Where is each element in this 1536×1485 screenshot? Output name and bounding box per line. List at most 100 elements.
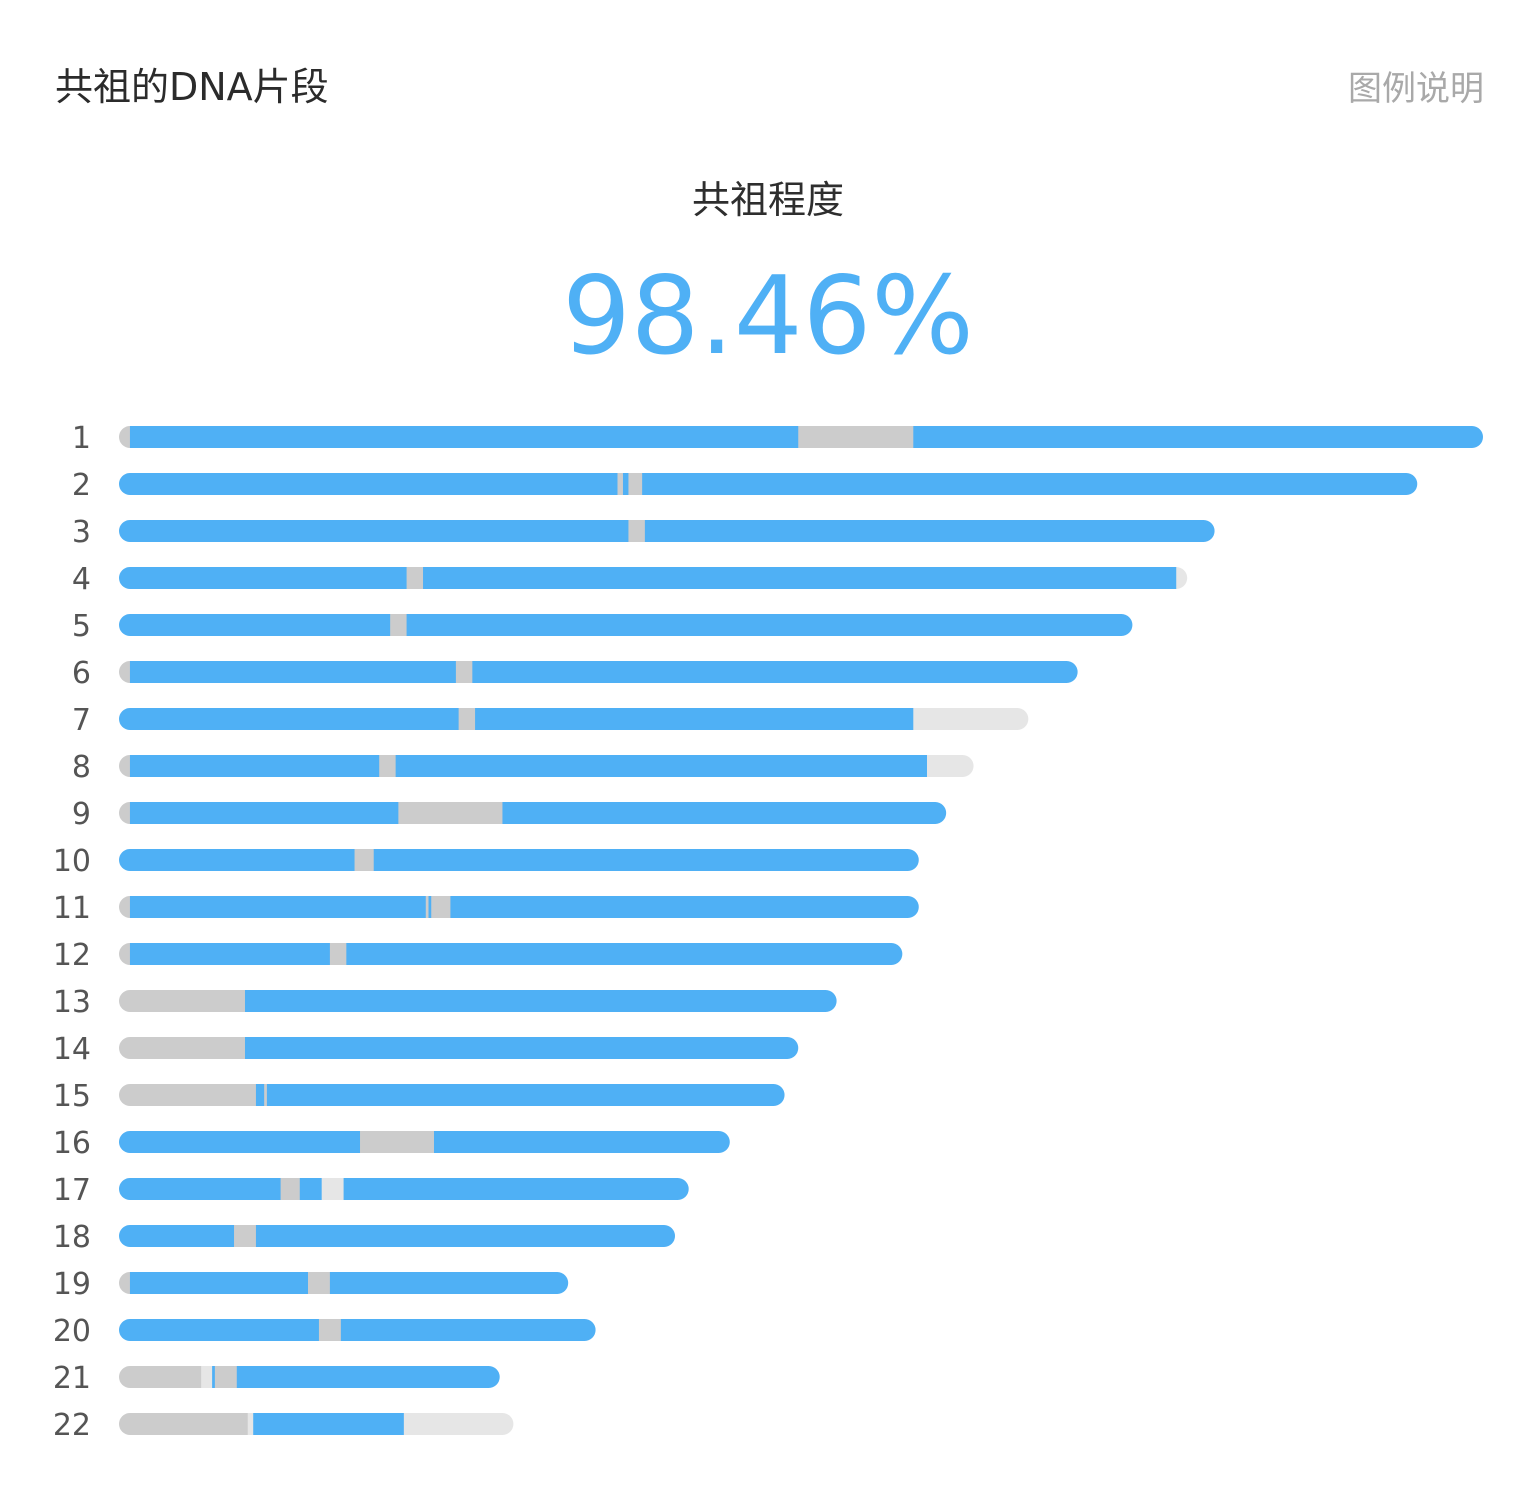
summary-label: 共祖程度: [691, 178, 844, 222]
segment-shared-chr4-0: [119, 567, 407, 589]
segment-shared-chr17-2: [299, 1178, 323, 1200]
segment-no-data-chr4-3: [1176, 567, 1188, 589]
chromosome-label-1: 1: [72, 421, 91, 456]
segment-not-shared-chr14-0: [119, 1037, 246, 1059]
chromosome-bar-13: [119, 990, 837, 1012]
segment-not-shared-chr9-0: [119, 802, 131, 824]
legend-explanation-link[interactable]: 图例说明: [1348, 69, 1484, 109]
segment-not-shared-chr19-0: [119, 1272, 131, 1294]
segment-shared-chr13-1: [244, 990, 837, 1012]
segment-shared-chr3-2: [644, 520, 1215, 542]
segment-shared-chr3-0: [119, 520, 629, 542]
chromosome-label-9: 9: [72, 797, 91, 832]
segment-shared-chr11-5: [450, 896, 919, 918]
segment-shared-chr19-1: [129, 1272, 309, 1294]
header: 共祖的DNA片段 图例说明: [0, 0, 1536, 140]
segment-not-shared-chr8-2: [379, 755, 397, 777]
chromosome-label-8: 8: [72, 750, 91, 785]
segment-not-shared-chr4-1: [406, 567, 424, 589]
chromosome-label-11: 11: [53, 891, 91, 926]
chromosome-label-14: 14: [53, 1032, 91, 1067]
chromosome-label-22: 22: [53, 1408, 91, 1443]
chromosome-bar-14: [119, 1037, 799, 1059]
segment-shared-chr10-0: [119, 849, 355, 871]
segment-shared-chr6-1: [129, 661, 457, 683]
segment-shared-chr21-2: [212, 1366, 216, 1388]
segment-shared-chr15-1: [255, 1084, 265, 1106]
chromosome-label-16: 16: [53, 1126, 91, 1161]
segment-not-shared-chr9-2: [398, 802, 503, 824]
segment-shared-chr12-1: [129, 943, 331, 965]
chromosome-label-17: 17: [53, 1173, 91, 1208]
chromosome-label-12: 12: [53, 938, 91, 973]
chromosome-chart: 1 2 3 4 5 6 7 8 9 10 11 12 13 14 15 16 17 18 19 20 21 22: [0, 410, 1536, 1470]
chromosome-label-10: 10: [53, 844, 91, 879]
segment-not-shared-chr7-1: [458, 708, 476, 730]
segment-shared-chr11-3: [428, 896, 432, 918]
segment-shared-chr7-2: [475, 708, 914, 730]
segment-not-shared-chr21-0: [119, 1366, 202, 1388]
segment-no-data-chr22-1: [247, 1413, 254, 1435]
chromosome-label-19: 19: [53, 1267, 91, 1302]
chromosome-label-18: 18: [53, 1220, 91, 1255]
chromosome-label-7: 7: [72, 703, 91, 738]
segment-not-shared-chr15-2: [264, 1084, 268, 1106]
segment-shared-chr2-2: [622, 473, 629, 495]
segment-not-shared-chr6-0: [119, 661, 131, 683]
segment-not-shared-chr10-1: [354, 849, 375, 871]
segment-shared-chr20-2: [340, 1319, 596, 1341]
segment-not-shared-chr5-1: [390, 614, 407, 636]
chromosome-bar-2: [119, 473, 1418, 495]
segment-shared-chr16-0: [119, 1131, 361, 1153]
segment-not-shared-chr8-0: [119, 755, 131, 777]
chromosome-label-13: 13: [53, 985, 91, 1020]
chromosome-bar-20: [119, 1319, 596, 1341]
chromosome-bar-5: [119, 614, 1133, 636]
segment-shared-chr19-3: [329, 1272, 569, 1294]
segment-shared-chr2-0: [119, 473, 618, 495]
chromosome-bar-18: [119, 1225, 676, 1247]
segment-not-shared-chr2-1: [617, 473, 624, 495]
segment-not-shared-chr17-1: [280, 1178, 301, 1200]
segment-not-shared-chr1-2: [798, 426, 914, 448]
segment-not-shared-chr15-0: [119, 1084, 257, 1106]
chromosome-bar-15: [119, 1084, 785, 1106]
segment-shared-chr17-4: [343, 1178, 689, 1200]
segment-shared-chr5-0: [119, 614, 391, 636]
segment-not-shared-chr20-1: [318, 1319, 342, 1341]
segment-not-shared-chr6-2: [455, 661, 473, 683]
segment-shared-chr10-2: [373, 849, 919, 871]
segment-shared-chr18-2: [255, 1225, 676, 1247]
chromosome-label-6: 6: [72, 656, 91, 691]
segment-shared-chr12-3: [346, 943, 903, 965]
segment-shared-chr4-2: [423, 567, 1177, 589]
segment-shared-chr2-4: [642, 473, 1418, 495]
chromosome-bar-7: [119, 708, 1029, 730]
segment-no-data-chr17-3: [321, 1178, 344, 1200]
chromosome-bar-9: [119, 802, 947, 824]
chromosome-label-4: 4: [72, 562, 91, 597]
segment-shared-chr22-2: [253, 1413, 405, 1435]
chromosome-bar-4: [119, 567, 1188, 589]
segment-shared-chr5-2: [406, 614, 1133, 636]
chromosome-label-2: 2: [72, 468, 91, 503]
segment-shared-chr9-1: [129, 802, 399, 824]
chromosome-bar-16: [119, 1131, 730, 1153]
segment-shared-chr16-2: [433, 1131, 730, 1153]
chromosome-label-5: 5: [72, 609, 91, 644]
chromosome-bar-1: [119, 426, 1483, 448]
segment-not-shared-chr2-3: [628, 473, 643, 495]
segment-not-shared-chr11-2: [425, 896, 429, 918]
segment-not-shared-chr12-2: [329, 943, 347, 965]
segment-shared-chr17-0: [119, 1178, 281, 1200]
segment-not-shared-chr11-4: [431, 896, 451, 918]
segment-shared-chr15-3: [266, 1084, 785, 1106]
segment-not-shared-chr3-1: [628, 520, 646, 542]
chromosome-bar-11: [119, 896, 919, 918]
segment-not-shared-chr19-2: [307, 1272, 331, 1294]
segment-no-data-chr8-4: [926, 755, 974, 777]
segment-not-shared-chr13-0: [119, 990, 246, 1012]
segment-not-shared-chr16-1: [360, 1131, 435, 1153]
page-title: 共祖的DNA片段: [55, 65, 329, 109]
